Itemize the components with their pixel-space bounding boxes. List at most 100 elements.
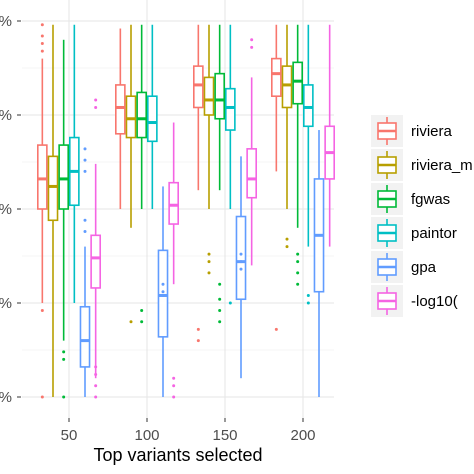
- box: [147, 24, 158, 209]
- series-riviera: [36, 23, 282, 399]
- box: [246, 38, 257, 266]
- x-tick-label: 100: [134, 427, 159, 444]
- outlier-point: [207, 271, 211, 275]
- legend-label: riviera: [411, 123, 452, 140]
- outlier-point: [207, 260, 211, 264]
- outlier-point: [140, 320, 144, 324]
- box-body: [36, 144, 48, 210]
- box: [79, 147, 91, 397]
- outlier-point: [83, 218, 87, 222]
- legend-key: [371, 149, 403, 181]
- outlier-point: [218, 320, 222, 324]
- outlier-point: [161, 282, 165, 286]
- box-body: [270, 57, 282, 97]
- outlier-point: [40, 49, 44, 53]
- box: [313, 130, 325, 397]
- series-paintor: [69, 24, 314, 305]
- y-tick-label: %: [0, 13, 12, 30]
- outlier-point: [83, 169, 87, 173]
- outlier-point: [83, 158, 87, 162]
- box-body: [157, 249, 169, 338]
- outlier-point: [196, 327, 200, 331]
- box: [168, 122, 179, 399]
- box: [235, 156, 247, 379]
- y-tick-label: %: [0, 295, 12, 312]
- y-tick-label: %: [0, 389, 12, 406]
- legend-key: [371, 183, 403, 215]
- box-body: [168, 181, 179, 225]
- outlier-point: [94, 98, 98, 102]
- box: [302, 24, 314, 305]
- outlier-point: [161, 293, 165, 297]
- outlier-point: [285, 237, 289, 241]
- outlier-point: [140, 309, 144, 313]
- box: [270, 24, 282, 331]
- box-body: [58, 144, 70, 210]
- box: [47, 24, 59, 397]
- box: [281, 24, 293, 249]
- series-gpa: [79, 130, 325, 397]
- outlier-point: [218, 309, 222, 313]
- box: [90, 98, 101, 399]
- y-tick-label: %: [0, 107, 12, 124]
- outlier-point: [62, 395, 66, 399]
- outlier-point: [40, 23, 44, 27]
- legend-key: [371, 285, 403, 317]
- outlier-point: [94, 372, 98, 376]
- outlier-point: [306, 293, 310, 297]
- outlier-point: [306, 301, 310, 305]
- box-body: [246, 148, 257, 199]
- box-body: [47, 155, 59, 222]
- x-axis-title: Top variants selected: [93, 445, 262, 465]
- outlier-point: [161, 290, 165, 294]
- box: [324, 24, 335, 247]
- outlier-point: [239, 267, 243, 271]
- outlier-point: [94, 105, 98, 109]
- outlier-point: [40, 34, 44, 38]
- box: [136, 24, 147, 324]
- box: [225, 24, 236, 305]
- outlier-point: [250, 45, 254, 49]
- outlier-point: [239, 252, 243, 256]
- outlier-point: [83, 230, 87, 234]
- outlier-point: [296, 252, 300, 256]
- legend-label: riviera_m: [411, 157, 473, 174]
- box: [58, 39, 70, 399]
- outlier-point: [62, 350, 66, 354]
- outlier-point: [296, 282, 300, 286]
- outlier-point: [239, 260, 243, 264]
- box-body: [292, 61, 303, 105]
- outlier-point: [218, 282, 222, 286]
- box: [125, 24, 137, 324]
- outlier-point: [274, 327, 278, 331]
- box: [69, 24, 80, 303]
- box-series: [36, 23, 335, 399]
- legend-key: [371, 115, 403, 147]
- outlier-point: [94, 384, 98, 388]
- box-body: [203, 76, 215, 116]
- x-tick-label: 200: [290, 427, 315, 444]
- legend-label: gpa: [411, 259, 437, 276]
- outlier-point: [196, 339, 200, 343]
- outlier-point: [172, 395, 176, 399]
- box-body: [281, 65, 293, 109]
- outlier-point: [285, 245, 289, 249]
- outlier-point: [296, 271, 300, 275]
- outlier-point: [250, 38, 254, 42]
- outlier-point: [94, 395, 98, 399]
- x-axis-ticks: 50 100 150 200: [61, 418, 316, 444]
- box: [214, 24, 225, 324]
- outlier-point: [228, 301, 232, 305]
- outlier-point: [83, 147, 87, 151]
- box-body: [235, 215, 247, 301]
- legend-label: fgwas: [411, 191, 450, 208]
- legend-key: [371, 217, 403, 249]
- series-riviera-m: [47, 24, 293, 397]
- legend-label: -log10(: [411, 293, 458, 310]
- box: [36, 23, 48, 399]
- x-tick-label: 50: [61, 427, 78, 444]
- outlier-point: [40, 395, 44, 399]
- box-body: [115, 84, 126, 135]
